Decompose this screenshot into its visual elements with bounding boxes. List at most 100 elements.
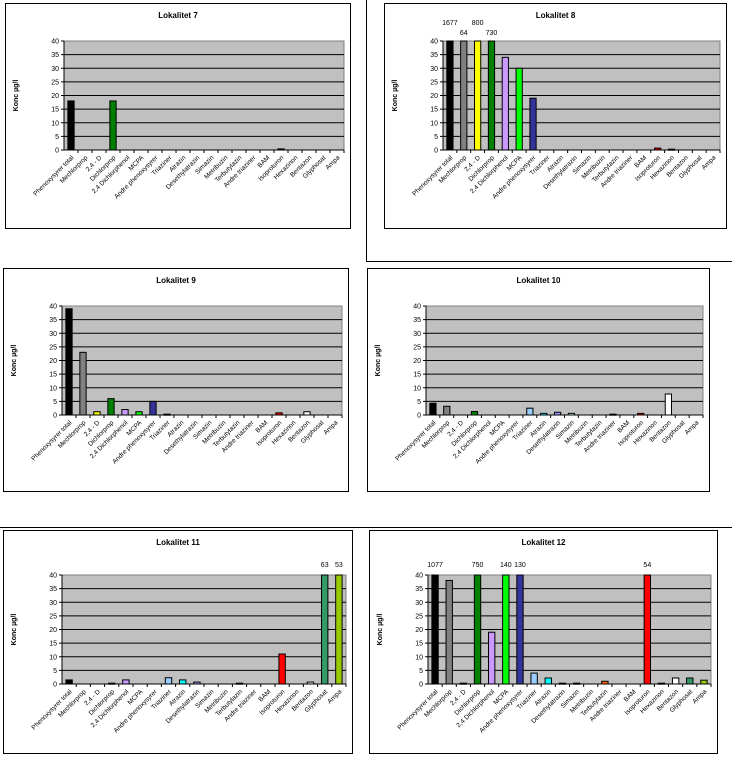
bar bbox=[654, 147, 662, 151]
chart-lokalitet-11: Lokalitet 11 Konc µg/l 0 5 10 15 20 25 30 35 40 Phe… bbox=[3, 530, 353, 754]
bar bbox=[335, 574, 343, 685]
y-tick-label: 15 bbox=[51, 107, 59, 114]
bar bbox=[529, 97, 537, 151]
bar bbox=[109, 100, 117, 151]
data-label: 130 bbox=[514, 562, 526, 569]
chart-lokalitet-10: Lokalitet 10 Konc µg/l 0 5 10 15 20 25 30 35 40 Phe… bbox=[367, 268, 710, 492]
bar bbox=[429, 402, 437, 416]
bar bbox=[163, 413, 171, 416]
bar bbox=[164, 677, 173, 685]
bar bbox=[65, 308, 73, 416]
y-tick-label: 40 bbox=[49, 573, 57, 580]
y-tick-label: 35 bbox=[430, 52, 438, 59]
y-tick-label: 15 bbox=[413, 372, 421, 379]
x-tick-label: Ampa bbox=[701, 154, 718, 171]
y-tick-label: 25 bbox=[49, 613, 57, 620]
data-label: 1677 bbox=[442, 20, 458, 27]
y-tick-label: 30 bbox=[51, 66, 59, 73]
y-tick-label: 0 bbox=[53, 682, 57, 689]
bar bbox=[502, 574, 510, 685]
y-tick-label: 0 bbox=[53, 413, 57, 420]
y-tick-label: 10 bbox=[415, 654, 423, 661]
x-tick-label: Ampa bbox=[684, 419, 701, 436]
y-tick-label: 5 bbox=[417, 399, 421, 406]
chart-title: Lokalitet 10 bbox=[516, 276, 561, 285]
y-axis-label: Konc µg/l bbox=[11, 614, 18, 646]
y-tick-label: 20 bbox=[51, 93, 59, 100]
bar bbox=[544, 677, 552, 685]
y-tick-label: 10 bbox=[49, 385, 57, 392]
chart-title: Lokalitet 9 bbox=[156, 276, 196, 285]
bar bbox=[107, 398, 115, 416]
bar bbox=[67, 100, 75, 151]
bar bbox=[637, 412, 645, 416]
chart-svg: Lokalitet 8 Konc µg/l 0 5 10 15 20 25 30 35 40 1677… bbox=[392, 11, 721, 201]
y-tick-label: 40 bbox=[51, 39, 59, 46]
y-tick-label: 5 bbox=[419, 668, 423, 675]
bar bbox=[179, 679, 187, 685]
bar bbox=[278, 653, 286, 685]
x-tick-label: Ampa bbox=[324, 154, 341, 171]
chart-lokalitet-8: Lokalitet 8 Konc µg/l 0 5 10 15 20 25 30 35 40 1677… bbox=[384, 3, 727, 229]
bar bbox=[474, 40, 482, 151]
chart-title: Lokalitet 8 bbox=[536, 11, 576, 20]
bar bbox=[671, 677, 680, 685]
bar bbox=[540, 412, 548, 416]
y-tick-label: 10 bbox=[51, 120, 59, 127]
bar bbox=[275, 412, 283, 416]
y-axis-label: Konc µg/l bbox=[11, 345, 18, 377]
bar bbox=[643, 574, 652, 685]
bar bbox=[443, 405, 451, 416]
y-tick-label: 20 bbox=[413, 358, 421, 365]
data-label: 54 bbox=[643, 562, 651, 569]
bar bbox=[567, 412, 576, 416]
data-label: 140 bbox=[500, 562, 512, 569]
y-tick-label: 25 bbox=[415, 613, 423, 620]
y-tick-label: 30 bbox=[413, 331, 421, 338]
bar bbox=[303, 411, 311, 416]
bar bbox=[553, 411, 562, 416]
data-label: 64 bbox=[460, 30, 468, 37]
bar bbox=[459, 682, 468, 685]
y-tick-label: 10 bbox=[413, 385, 421, 392]
bar bbox=[235, 682, 244, 685]
x-tick-label: Ampa bbox=[691, 688, 708, 705]
bar bbox=[664, 393, 672, 416]
bar bbox=[526, 407, 534, 416]
chart-lokalitet-12: Lokalitet 12 Konc µg/l 0 5 10 15 20 25 30 35 40 107… bbox=[369, 530, 718, 754]
bar bbox=[79, 351, 87, 416]
y-axis-label: Konc µg/l bbox=[375, 345, 382, 377]
chart-lokalitet-9: Lokalitet 9 Konc µg/l 0 5 10 15 20 25 30 35 40 Phen… bbox=[3, 268, 349, 492]
y-tick-label: 35 bbox=[49, 586, 57, 593]
y-tick-label: 5 bbox=[53, 668, 57, 675]
bar bbox=[460, 40, 468, 151]
bar bbox=[487, 631, 496, 685]
bar bbox=[65, 679, 73, 685]
bar bbox=[431, 574, 439, 685]
y-tick-label: 40 bbox=[49, 304, 57, 311]
y-axis-label: Konc µg/l bbox=[377, 614, 384, 646]
bar bbox=[601, 680, 609, 685]
y-tick-label: 25 bbox=[430, 79, 438, 86]
bar bbox=[122, 679, 130, 685]
chart-lokalitet-7: Lokalitet 7 Konc µg/l 0 5 10 15 20 25 30 35 40 Phen… bbox=[5, 3, 351, 229]
bar bbox=[657, 682, 666, 685]
y-tick-label: 40 bbox=[415, 573, 423, 580]
bar bbox=[501, 56, 509, 151]
bar bbox=[686, 677, 694, 685]
bar bbox=[108, 682, 116, 685]
bar bbox=[530, 672, 538, 685]
y-axis-label: Konc µg/l bbox=[13, 80, 20, 112]
x-tick-label: Ampa bbox=[326, 688, 343, 705]
y-tick-label: 15 bbox=[415, 641, 423, 648]
bar bbox=[487, 40, 496, 151]
chart-title: Lokalitet 7 bbox=[158, 11, 198, 20]
y-tick-label: 20 bbox=[415, 627, 423, 634]
y-tick-label: 20 bbox=[49, 358, 57, 365]
data-label: 730 bbox=[486, 30, 498, 37]
y-tick-label: 30 bbox=[430, 66, 438, 73]
